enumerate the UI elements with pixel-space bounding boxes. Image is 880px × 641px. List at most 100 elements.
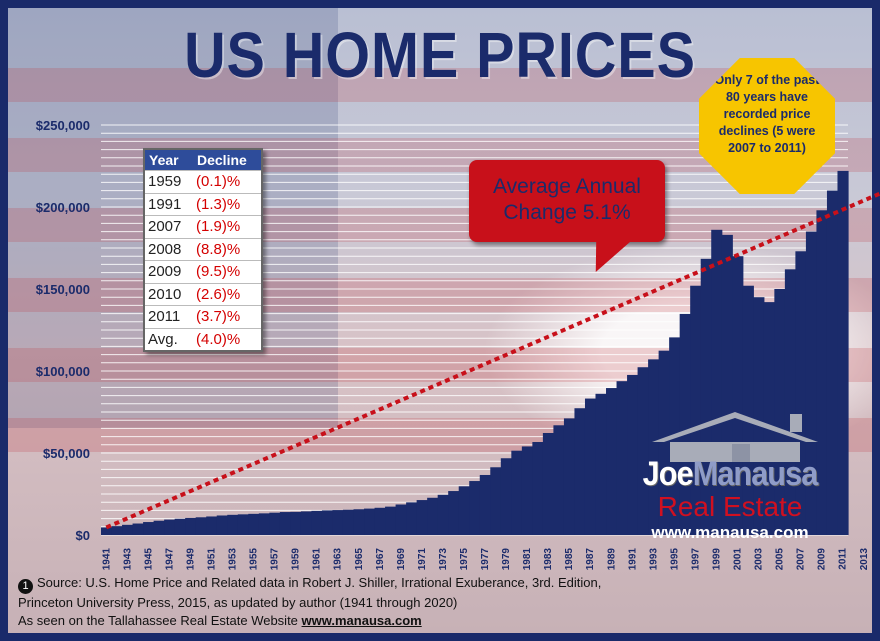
x-tick-label: 1941 bbox=[101, 548, 112, 571]
price-bar bbox=[490, 467, 502, 535]
x-tick-label: 2013 bbox=[859, 548, 870, 571]
decline-note-octagon: Only 7 of the past 80 years have recorde… bbox=[699, 58, 835, 194]
price-bar bbox=[816, 210, 828, 535]
brand-website: www.manausa.com bbox=[651, 523, 809, 542]
price-bar bbox=[753, 297, 765, 535]
x-axis-ticks: 1941 1943 1945 1947 1949 1951 1953 1955 1957 1959… bbox=[101, 548, 880, 571]
table-row: 2009 (9.5)% bbox=[145, 260, 261, 283]
row-year: 2007 bbox=[148, 218, 182, 235]
price-bar bbox=[584, 398, 597, 535]
x-tick-label: 1985 bbox=[564, 548, 575, 571]
price-bar bbox=[595, 393, 607, 535]
callout-line1: Average Annual bbox=[493, 175, 641, 198]
price-bar bbox=[311, 510, 323, 535]
price-bar bbox=[458, 486, 470, 535]
price-area-bars bbox=[101, 170, 849, 536]
price-bar bbox=[563, 418, 576, 535]
x-tick-label: 1967 bbox=[375, 548, 386, 571]
x-tick-label: 1997 bbox=[690, 548, 701, 571]
source-number-badge: 1 bbox=[18, 579, 33, 594]
x-tick-label: 2009 bbox=[817, 548, 828, 571]
row-decline: (0.1)% bbox=[196, 173, 241, 190]
x-tick-label: 1943 bbox=[122, 548, 133, 571]
price-bar bbox=[721, 234, 733, 535]
price-bar bbox=[406, 502, 418, 535]
table-row: 2010 (2.6)% bbox=[145, 282, 261, 306]
price-bar bbox=[542, 432, 555, 535]
brand-real-estate: Real Estate bbox=[657, 491, 803, 522]
x-tick-label: 1949 bbox=[185, 548, 196, 571]
row-decline: (1.3)% bbox=[196, 195, 241, 213]
price-bar bbox=[784, 269, 796, 535]
price-bar bbox=[342, 509, 355, 535]
price-bar bbox=[805, 231, 818, 535]
price-bar bbox=[416, 500, 428, 535]
x-tick-label: 1993 bbox=[648, 548, 659, 571]
house-logo-icon bbox=[652, 412, 818, 462]
price-bar bbox=[606, 388, 618, 535]
x-tick-label: 2001 bbox=[733, 548, 744, 571]
x-tick-label: 1995 bbox=[669, 548, 680, 571]
row-decline: (9.5)% bbox=[196, 263, 241, 280]
price-bar bbox=[353, 509, 365, 535]
price-bar bbox=[101, 527, 113, 535]
y-tick-label: $50,000 bbox=[43, 446, 90, 461]
price-bar bbox=[132, 523, 144, 535]
row-decline: (4.0)% bbox=[196, 330, 241, 348]
callout-line2: Change 5.1% bbox=[503, 201, 631, 224]
y-tick-label: $150,000 bbox=[36, 282, 90, 297]
x-tick-label: 1973 bbox=[438, 548, 449, 571]
x-tick-label: 1951 bbox=[206, 548, 217, 571]
price-bar bbox=[290, 511, 302, 535]
y-tick-label: $250,000 bbox=[36, 118, 90, 133]
row-year: 1959 bbox=[148, 173, 182, 190]
source-note: 1 Source: U.S. Home Price and Related dat… bbox=[18, 574, 868, 630]
x-tick-label: 2005 bbox=[775, 548, 786, 571]
row-year: 2009 bbox=[148, 263, 182, 280]
x-tick-label: 1999 bbox=[711, 548, 722, 571]
price-bar bbox=[269, 512, 281, 535]
source-website-link[interactable]: www.manausa.com bbox=[301, 613, 422, 628]
price-bar bbox=[143, 522, 155, 535]
price-bar bbox=[111, 526, 123, 535]
page-title: US HOME PRICES bbox=[184, 19, 696, 91]
row-decline: (8.8)% bbox=[196, 240, 241, 258]
price-bar bbox=[227, 514, 239, 535]
brand-joe: Joe bbox=[642, 455, 694, 493]
price-bar bbox=[364, 508, 376, 535]
x-tick-label: 1969 bbox=[396, 548, 407, 571]
row-decline: (1.9)% bbox=[196, 218, 241, 235]
price-bar bbox=[185, 517, 197, 535]
price-bar bbox=[448, 491, 460, 535]
x-tick-label: 1981 bbox=[522, 548, 533, 571]
table-row: 2008 (8.8)% bbox=[145, 237, 261, 261]
row-decline: (3.7)% bbox=[196, 308, 241, 325]
y-tick-label: $100,000 bbox=[36, 364, 90, 379]
brand-logo: JoeManausa Real Estate www.manausa.com bbox=[620, 456, 840, 544]
x-tick-label: 1975 bbox=[459, 548, 470, 571]
x-tick-label: 1963 bbox=[333, 548, 344, 571]
x-tick-label: 1983 bbox=[543, 548, 554, 571]
price-bar bbox=[637, 367, 649, 535]
price-bar bbox=[395, 504, 407, 535]
source-line3-prefix: As seen on the Tallahassee Real Estate W… bbox=[18, 613, 302, 628]
brand-manausa: Manausa bbox=[692, 455, 819, 493]
price-bar bbox=[195, 517, 207, 535]
price-bar bbox=[690, 285, 702, 535]
row-year: 2011 bbox=[148, 308, 181, 325]
price-bar bbox=[206, 516, 218, 535]
trend-line bbox=[105, 191, 880, 530]
price-bar bbox=[258, 513, 270, 535]
price-bar bbox=[500, 458, 512, 535]
price-bar bbox=[532, 442, 544, 535]
x-tick-label: 2007 bbox=[796, 548, 807, 571]
price-bar bbox=[427, 497, 439, 535]
y-tick-label: $0 bbox=[76, 528, 90, 543]
price-bar bbox=[679, 313, 691, 535]
trend-line-group bbox=[105, 191, 880, 530]
row-year: 2008 bbox=[148, 240, 182, 258]
price-bar bbox=[321, 510, 334, 535]
x-tick-label: 1987 bbox=[585, 548, 596, 571]
x-tick-label: 1989 bbox=[606, 548, 617, 571]
price-bar bbox=[237, 514, 249, 535]
